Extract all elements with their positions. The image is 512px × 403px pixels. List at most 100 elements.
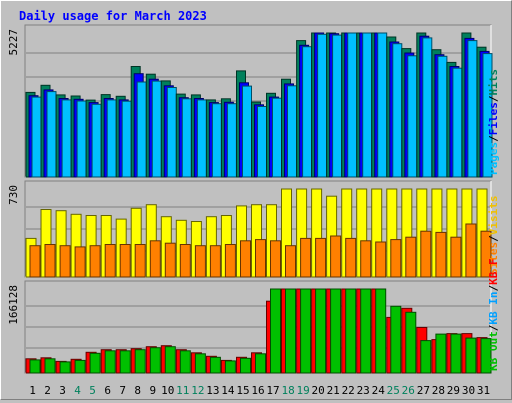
bar-bottom-kb-out-day-16 [255,353,266,374]
bar-bottom-kb-out-day-1 [29,359,41,374]
legend-item: / [487,324,500,331]
bar-top-pages-day-13 [211,103,222,178]
bar-middle-sites-day-13 [209,245,221,278]
panel-top-legend: Pages/Files/Hits [487,69,500,175]
bar-middle-sites-day-24 [375,241,387,278]
x-tick-label-day-29: 29 [447,384,460,397]
x-tick-label-day-31: 31 [477,384,490,397]
panel-middle-max-label: 730 [7,185,20,205]
legend-item: Visits [487,196,500,236]
bar-middle-sites-day-1 [29,245,41,278]
bar-top-pages-day-16 [257,106,267,178]
bar-middle-sites-day-9 [149,240,161,278]
bar-middle-sites-day-22 [345,237,357,278]
bar-middle-sites-day-18 [285,245,296,278]
bar-middle-sites-day-4 [74,246,86,278]
legend-item: Hits [487,69,500,96]
bar-middle-sites-day-20 [315,237,327,278]
x-tick-label-day-26: 26 [402,384,415,397]
x-tick-label-day-6: 6 [104,384,111,397]
bar-bottom-kb-out-day-17 [270,288,281,374]
legend-item: Sites [487,242,500,275]
bar-bottom-kb-out-day-25 [390,305,402,374]
bar-top-pages-day-19 [302,46,313,178]
bar-middle-sites-day-26 [405,236,417,278]
x-tick-label-day-27: 27 [417,384,430,397]
bar-middle-sites-day-10 [164,242,176,278]
x-tick-label-day-8: 8 [134,384,141,397]
bar-top-pages-day-27 [422,37,433,178]
bar-bottom-kb-out-day-10 [164,346,176,374]
bar-top-pages-day-14 [226,103,237,178]
bar-top-pages-day-21 [332,34,343,178]
x-tick-label-day-28: 28 [432,384,445,397]
bar-top-pages-day-10 [166,87,177,178]
legend-item: Pages [487,142,500,175]
bar-top-pages-day-24 [377,32,388,178]
legend-item: KB In [487,292,500,325]
bar-top-pages-day-25 [392,43,403,178]
bar-top-pages-day-28 [437,55,448,178]
x-tick-label-day-17: 17 [266,384,279,397]
panel-bottom-max-label: 166128 [7,285,20,325]
bar-middle-sites-day-25 [390,239,402,278]
bar-middle-sites-day-27 [420,230,432,278]
bar-top-pages-day-5 [91,103,102,178]
bar-middle-sites-day-8 [134,244,146,278]
bar-bottom-kb-out-day-5 [89,352,101,374]
bar-middle-sites-day-11 [179,244,191,278]
x-tick-label-day-20: 20 [311,384,324,397]
bar-bottom-kb-out-day-29 [450,333,462,374]
x-tick-label-day-9: 9 [149,384,156,397]
bar-top-pages-day-31 [482,53,493,178]
bar-top-pages-day-22 [347,32,358,178]
bar-top-pages-day-11 [181,98,192,178]
x-tick-label-day-21: 21 [327,384,340,397]
bar-bottom-kb-out-day-22 [345,288,357,374]
bar-middle-sites-day-29 [450,236,462,278]
bar-bottom-kb-out-day-13 [209,356,221,374]
bar-bottom-kb-out-day-15 [240,357,251,374]
legend-item: / [487,235,500,242]
bar-bottom-kb-out-day-28 [435,333,447,374]
chart-title: Daily usage for March 2023 [19,9,207,23]
bar-bottom-kb-out-day-31 [480,338,492,374]
bar-bottom-kb-out-day-24 [375,288,387,374]
x-tick-label-day-14: 14 [221,384,235,397]
bar-middle-sites-day-30 [465,223,477,278]
legend-item: KB F [487,258,500,285]
bar-middle-sites-day-23 [360,240,372,278]
bar-middle-sites-day-2 [44,244,56,278]
x-tick-label-day-13: 13 [206,384,219,397]
bar-middle-sites-day-3 [59,245,71,278]
bar-bottom-kb-out-day-2 [44,358,56,374]
bar-top-pages-day-15 [242,85,252,178]
bar-top-pages-day-6 [106,99,117,178]
bar-top-pages-day-20 [317,33,328,178]
bar-top-pages-day-2 [46,91,57,178]
bar-middle-sites-day-31 [480,230,492,278]
bar-top-pages-day-12 [196,99,207,178]
x-tick-label-day-16: 16 [251,384,264,397]
bar-middle-sites-day-12 [194,245,206,278]
legend-item: / [487,285,500,292]
bar-bottom-kb-out-day-21 [330,288,342,374]
bar-bottom-kb-out-day-23 [360,288,372,374]
bar-bottom-kb-out-day-3 [59,361,71,374]
bar-top-pages-day-30 [467,40,478,178]
bar-middle-sites-day-17 [270,240,281,278]
x-tick-label-day-5: 5 [89,384,96,397]
x-tick-label-day-15: 15 [236,384,249,397]
bar-bottom-kb-out-day-4 [74,359,86,374]
x-tick-label-day-11: 11 [176,384,189,397]
legend-item: KB Out [487,331,500,371]
bar-bottom-kb-out-day-14 [224,360,236,374]
bar-middle-sites-day-28 [435,231,447,278]
x-tick-label-day-12: 12 [191,384,204,397]
bar-top-pages-day-29 [452,67,463,178]
bar-bottom-kb-out-day-11 [179,350,191,374]
x-tick-label-day-23: 23 [357,384,370,397]
x-tick-label-day-18: 18 [281,384,294,397]
bar-bottom-kb-out-day-18 [285,288,296,374]
